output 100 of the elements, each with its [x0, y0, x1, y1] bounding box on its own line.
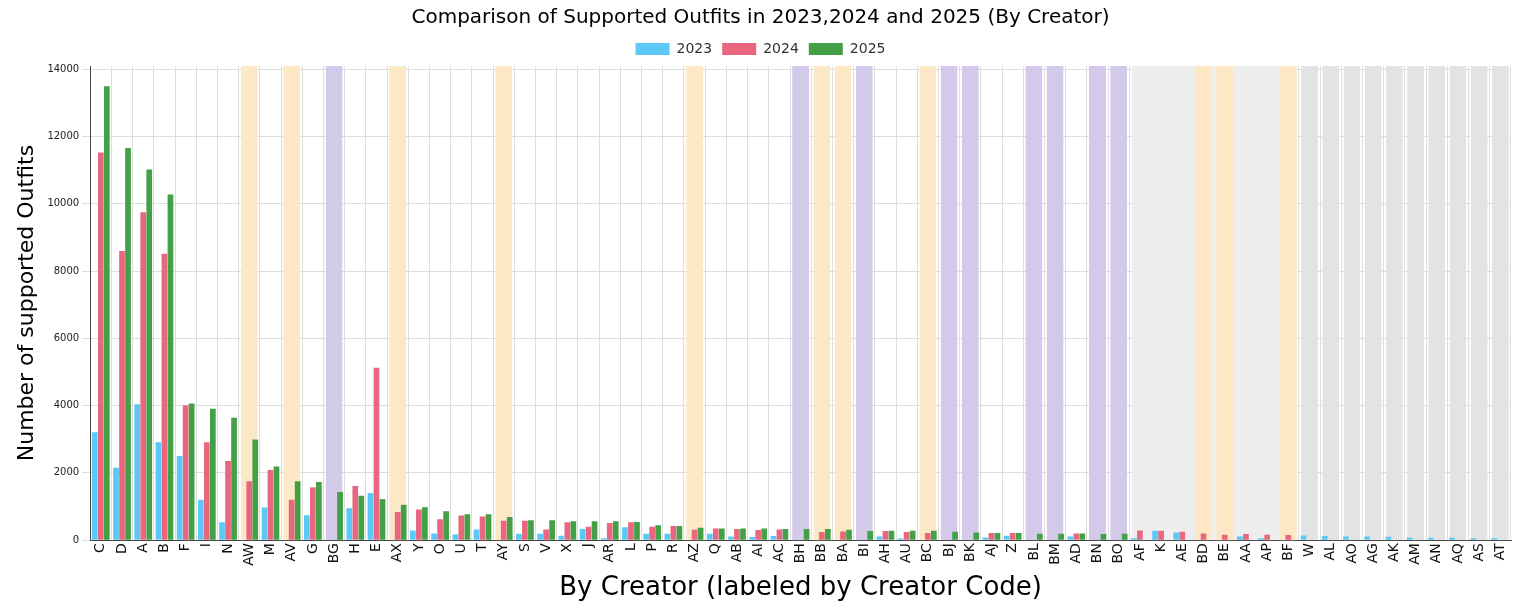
bar [818, 532, 825, 540]
bar [903, 532, 910, 540]
bar [824, 529, 831, 540]
x-tick-label: BF [1278, 543, 1295, 561]
bar [316, 481, 322, 540]
bar [473, 529, 480, 540]
bar [1179, 531, 1186, 540]
bar [219, 522, 225, 540]
x-axis-title: By Creator (labeled by Creator Code) [559, 571, 1042, 602]
x-tick-label: AQ [1448, 543, 1465, 564]
x-tick-label: A [133, 542, 150, 553]
bar [464, 514, 471, 540]
bar [706, 533, 713, 540]
x-tick-label: AK [1385, 542, 1402, 562]
bar [988, 533, 995, 540]
bar [770, 536, 777, 540]
y-tick-label: 4000 [53, 399, 80, 411]
bar [931, 530, 937, 540]
bar [1385, 536, 1392, 540]
bar [294, 481, 301, 540]
x-tick-label: I [197, 543, 214, 548]
bar [410, 530, 416, 540]
x-tick-label: BK [960, 542, 977, 562]
bar [1058, 533, 1064, 540]
bar [1321, 536, 1328, 540]
bar [740, 528, 746, 540]
bar [431, 533, 437, 540]
bar [346, 508, 353, 540]
x-tick-label: AB [727, 543, 744, 563]
bar [734, 529, 740, 540]
x-tick-label: B [155, 543, 172, 553]
bar [803, 529, 810, 540]
bar [506, 516, 513, 540]
bar [712, 528, 719, 540]
bar [134, 404, 141, 540]
bar [670, 526, 677, 540]
bar [776, 529, 783, 540]
bar [119, 250, 125, 540]
x-tick-label: AE [1172, 543, 1189, 562]
bar [643, 533, 650, 540]
bar [994, 533, 1001, 540]
bar [1067, 536, 1074, 540]
bar [867, 531, 874, 540]
bar [97, 152, 104, 540]
bar [876, 536, 883, 540]
bar [210, 408, 216, 540]
x-tick-label: BG [324, 543, 341, 564]
y-tick-label: 8000 [53, 264, 80, 276]
bar [622, 527, 628, 540]
bar [422, 507, 428, 540]
bar [197, 499, 204, 540]
x-tick-label: P [642, 543, 659, 552]
x-tick-label: Q [706, 543, 723, 555]
x-tick-label: M [261, 543, 278, 556]
x-tick-label: X [557, 542, 574, 553]
bar [782, 529, 789, 540]
bar [628, 522, 634, 540]
y-tick-label: 0 [72, 533, 80, 545]
bar [755, 530, 762, 540]
x-tick-label: AN [1427, 543, 1444, 564]
bar [606, 523, 613, 540]
bar [1079, 533, 1086, 540]
x-tick-label: Z [1003, 543, 1020, 553]
x-tick-label: BC [918, 542, 935, 563]
x-tick-label: W [1300, 542, 1317, 557]
x-tick-label: T [473, 542, 490, 553]
bar [1237, 536, 1243, 540]
bar [352, 486, 359, 540]
bar [1300, 535, 1307, 540]
bar [1137, 530, 1143, 540]
x-tick-label: AO [1342, 543, 1359, 564]
bar [500, 520, 507, 540]
x-tick-label: BL [1024, 542, 1041, 561]
bar [952, 531, 958, 540]
bar [558, 535, 565, 540]
bar [188, 403, 195, 540]
bar [1121, 533, 1128, 540]
y-tick-label: 10000 [47, 197, 80, 209]
bar [394, 511, 401, 540]
x-tick-label: AF [1130, 543, 1147, 561]
bar [310, 487, 316, 540]
bar [485, 514, 492, 540]
bar [612, 521, 619, 540]
y-tick-label: 2000 [53, 466, 80, 478]
x-tick-label: O [430, 543, 447, 555]
bar [846, 529, 852, 540]
x-tick-label: BN [1088, 543, 1105, 564]
x-tick-label: R [664, 542, 681, 553]
bar [1152, 530, 1158, 540]
bar [252, 439, 259, 540]
x-tick-label: BJ [939, 543, 956, 557]
bar [1243, 534, 1249, 540]
bar [416, 509, 422, 540]
x-tick-label: AW [239, 542, 256, 566]
x-tick-label: AX [388, 542, 405, 563]
bar [358, 495, 365, 540]
bar [522, 520, 528, 540]
y-tick-label: 6000 [53, 331, 80, 343]
bar [570, 521, 577, 540]
x-tick-label: BE [1215, 543, 1232, 562]
